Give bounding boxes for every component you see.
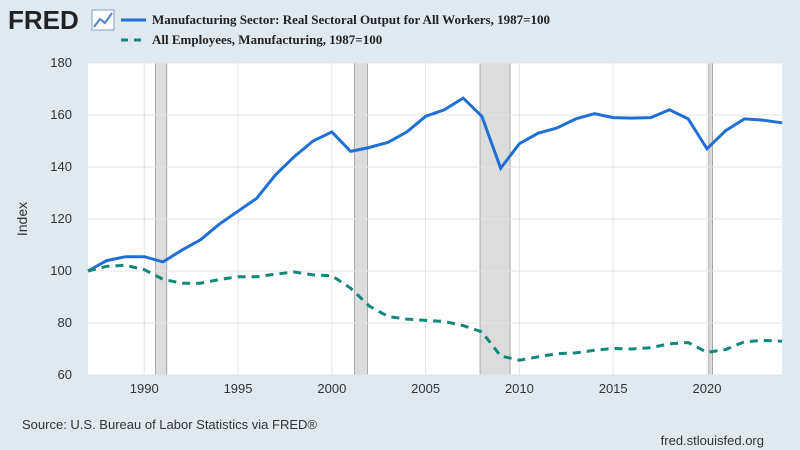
- credit: fred.stlouisfed.org: [661, 433, 764, 448]
- x-tick-label: 2005: [411, 381, 440, 396]
- x-tick-label: 1990: [130, 381, 159, 396]
- x-tick-label: 2000: [317, 381, 346, 396]
- x-tick-label: 2015: [599, 381, 628, 396]
- y-tick-label: 60: [58, 367, 72, 382]
- y-tick-label: 160: [50, 107, 72, 122]
- legend-label: All Employees, Manufacturing, 1987=100: [152, 32, 382, 47]
- data-line: [87, 96, 783, 273]
- y-tick-label: 100: [50, 263, 72, 278]
- x-tick-label: 2010: [505, 381, 534, 396]
- source: Source: U.S. Bureau of Labor Statistics …: [22, 417, 317, 432]
- legend-label: Manufacturing Sector: Real Sectoral Outp…: [152, 12, 550, 27]
- y-axis-label: Index: [14, 202, 30, 236]
- y-tick-label: 120: [50, 211, 72, 226]
- y-tick-label: 180: [50, 55, 72, 70]
- x-tick-label: 1995: [224, 381, 253, 396]
- y-tick-label: 80: [58, 315, 72, 330]
- data-line: [87, 263, 783, 362]
- logo-icon: [91, 9, 115, 31]
- y-tick-label: 140: [50, 159, 72, 174]
- x-tick-label: 2020: [693, 381, 722, 396]
- logo: FRED: [8, 5, 79, 35]
